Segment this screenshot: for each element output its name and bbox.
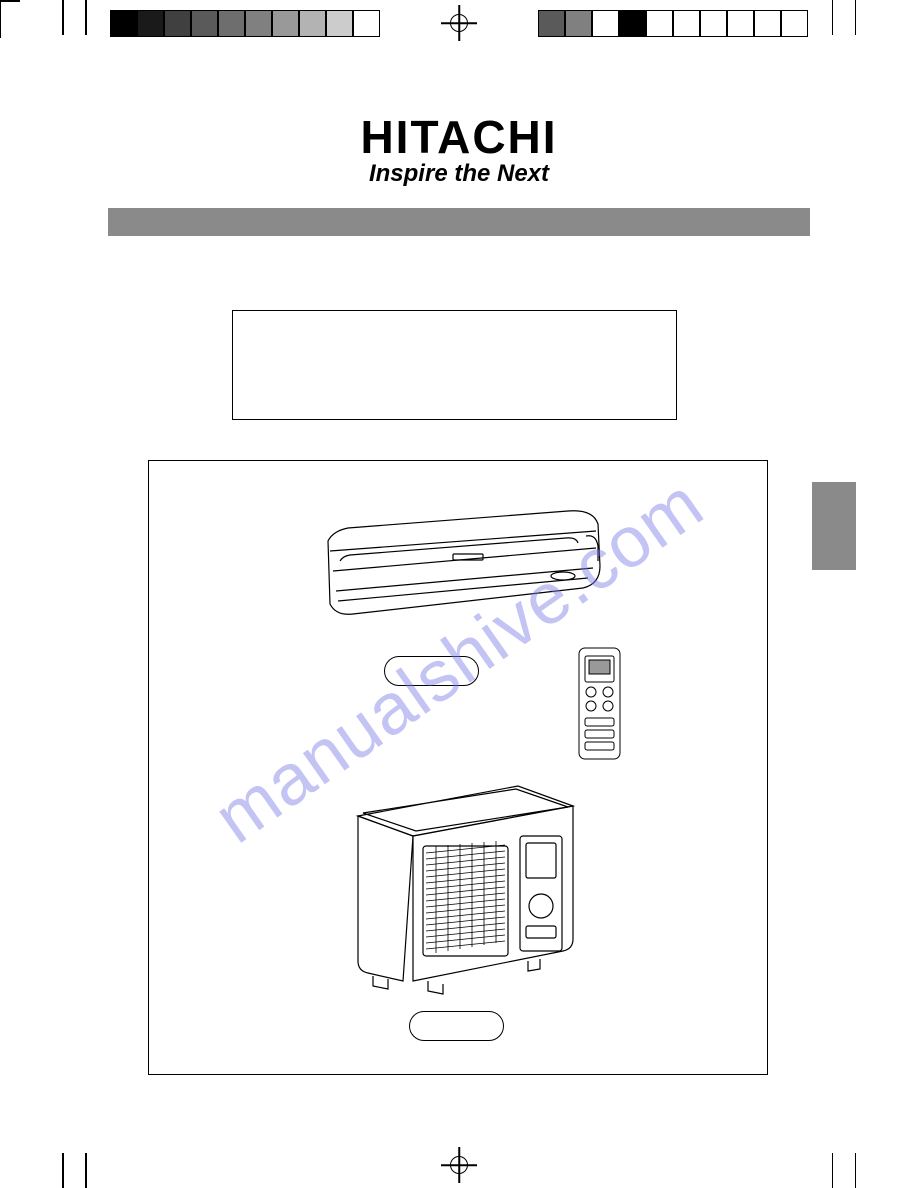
crop-mark	[855, 0, 857, 35]
color-bar-left	[110, 10, 380, 37]
color-bar-right	[538, 10, 808, 37]
crop-mark	[85, 0, 87, 35]
brand-tagline: Inspire the Next	[360, 160, 557, 188]
crop-mark-mid	[0, 1, 20, 2]
product-illustration-box	[148, 460, 768, 1075]
crop-mark	[85, 1153, 87, 1188]
crop-mark	[832, 1153, 834, 1188]
remote-control-illustration	[577, 646, 622, 761]
registration-target-icon	[441, 1147, 477, 1183]
crop-mark-mid	[0, 20, 1, 38]
brand-name: HITACHI	[360, 110, 557, 164]
crop-mark	[62, 1153, 64, 1188]
outdoor-unit-illustration	[328, 781, 588, 1001]
crop-mark	[62, 0, 64, 35]
indoor-unit-illustration	[298, 506, 618, 636]
registration-target-icon	[441, 5, 477, 41]
crop-mark	[832, 0, 834, 35]
header-divider-bar	[108, 208, 810, 236]
crop-mark-mid	[0, 2, 1, 20]
brand-logo: HITACHI Inspire the Next	[360, 110, 557, 188]
page-side-tab	[812, 482, 856, 570]
model-info-box	[232, 310, 677, 420]
outdoor-unit-label-pill	[409, 1011, 504, 1041]
indoor-unit-label-pill	[384, 656, 479, 686]
crop-mark	[855, 1153, 857, 1188]
